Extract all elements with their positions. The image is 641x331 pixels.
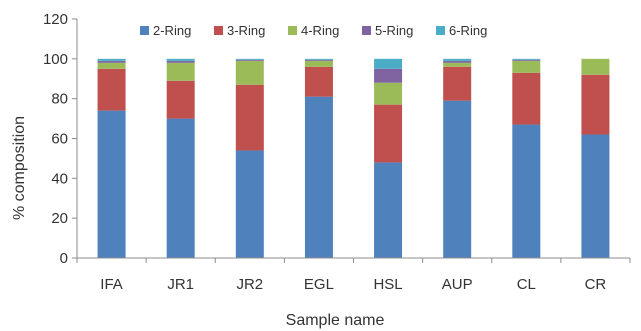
bar-segment-cl-4-ring xyxy=(512,60,541,73)
bar-segment-egl-4-ring xyxy=(304,60,333,67)
legend-swatch xyxy=(214,26,223,35)
legend-label: 3-Ring xyxy=(227,23,265,38)
bar-segment-jr2-4-ring xyxy=(235,60,264,85)
bar-segment-jr1-6-ring xyxy=(166,58,195,61)
y-tick-label: 120 xyxy=(43,11,68,28)
bar-segment-aup-2-ring xyxy=(443,100,472,259)
legend-label: 6-Ring xyxy=(449,23,487,38)
legend-item-2-ring: 2-Ring xyxy=(140,23,191,38)
bar-segment-jr1-3-ring xyxy=(166,80,195,119)
bar-segment-ifa-6-ring xyxy=(97,58,126,61)
x-axis-title: Sample name xyxy=(286,312,385,329)
bar-segment-hsl-2-ring xyxy=(374,162,403,258)
legend-item-4-ring: 4-Ring xyxy=(288,23,339,38)
legend-label: 5-Ring xyxy=(375,23,413,38)
legend-label: 2-Ring xyxy=(153,23,191,38)
bar-segment-cr-3-ring xyxy=(581,74,610,135)
bar-segment-jr1-4-ring xyxy=(166,62,195,81)
bar-segment-ifa-2-ring xyxy=(97,110,126,258)
bar-segment-hsl-5-ring xyxy=(374,68,403,83)
x-category-label: AUP xyxy=(442,276,473,293)
bar-segment-hsl-6-ring xyxy=(374,58,403,69)
bar-segment-jr2-6-ring xyxy=(235,58,264,60)
legend-label: 4-Ring xyxy=(301,23,339,38)
bar-segment-cl-6-ring xyxy=(512,58,541,60)
bar-segment-cr-4-ring xyxy=(581,58,610,75)
bar-segment-hsl-3-ring xyxy=(374,104,403,163)
bar-segment-aup-6-ring xyxy=(443,58,472,61)
bar-segment-egl-6-ring xyxy=(304,58,333,60)
x-category-label: JR2 xyxy=(236,276,263,293)
bar-segment-jr1-2-ring xyxy=(166,118,195,258)
x-axis: IFA JR1 JR2 EGL HSL AUP CL CR xyxy=(76,257,631,293)
y-tick-label: 40 xyxy=(51,170,68,187)
bar-segment-aup-5-ring xyxy=(443,60,472,63)
bar-segment-aup-4-ring xyxy=(443,62,472,67)
legend-swatch xyxy=(436,26,445,35)
bar-segment-cr-2-ring xyxy=(581,134,610,258)
bar-segment-jr1-5-ring xyxy=(166,60,195,63)
bar-segment-jr2-3-ring xyxy=(235,84,264,151)
bar-segment-ifa-3-ring xyxy=(97,68,126,111)
legend-item-3-ring: 3-Ring xyxy=(214,23,265,38)
plot-area xyxy=(97,58,610,259)
bar-segment-jr2-5-ring xyxy=(235,59,264,61)
legend-swatch xyxy=(140,26,149,35)
bar-segment-jr2-2-ring xyxy=(235,150,264,258)
y-tick-label: 0 xyxy=(60,250,68,267)
bar-segment-egl-5-ring xyxy=(304,59,333,61)
bar-segment-aup-3-ring xyxy=(443,66,472,101)
y-tick-label: 80 xyxy=(51,91,68,108)
bar-segment-ifa-4-ring xyxy=(97,62,126,69)
y-tick-label: 20 xyxy=(51,210,68,227)
x-category-label: IFA xyxy=(100,276,123,293)
y-tick-label: 60 xyxy=(51,131,68,148)
y-axis: 0 20 40 60 80 100 120 xyxy=(43,11,78,267)
x-category-label: EGL xyxy=(304,276,334,293)
x-category-label: JR1 xyxy=(167,276,194,293)
y-axis-title: % composition xyxy=(11,116,28,220)
bar-segment-cl-3-ring xyxy=(512,72,541,125)
x-category-label: HSL xyxy=(373,276,402,293)
legend-item-5-ring: 5-Ring xyxy=(362,23,413,38)
x-category-label: CR xyxy=(585,276,607,293)
chart-legend: 2-Ring 3-Ring 4-Ring 5-Ring 6-Ring xyxy=(140,23,487,38)
legend-swatch xyxy=(288,26,297,35)
bar-segment-egl-3-ring xyxy=(304,66,333,97)
x-category-label: CL xyxy=(517,276,536,293)
legend-swatch xyxy=(362,26,371,35)
bar-segment-egl-2-ring xyxy=(304,96,333,258)
bar-segment-hsl-4-ring xyxy=(374,82,403,105)
bar-segment-cl-5-ring xyxy=(512,59,541,61)
bar-segment-cl-2-ring xyxy=(512,124,541,258)
bar-segment-ifa-5-ring xyxy=(97,60,126,63)
legend-item-6-ring: 6-Ring xyxy=(436,23,487,38)
y-tick-label: 100 xyxy=(43,51,68,68)
